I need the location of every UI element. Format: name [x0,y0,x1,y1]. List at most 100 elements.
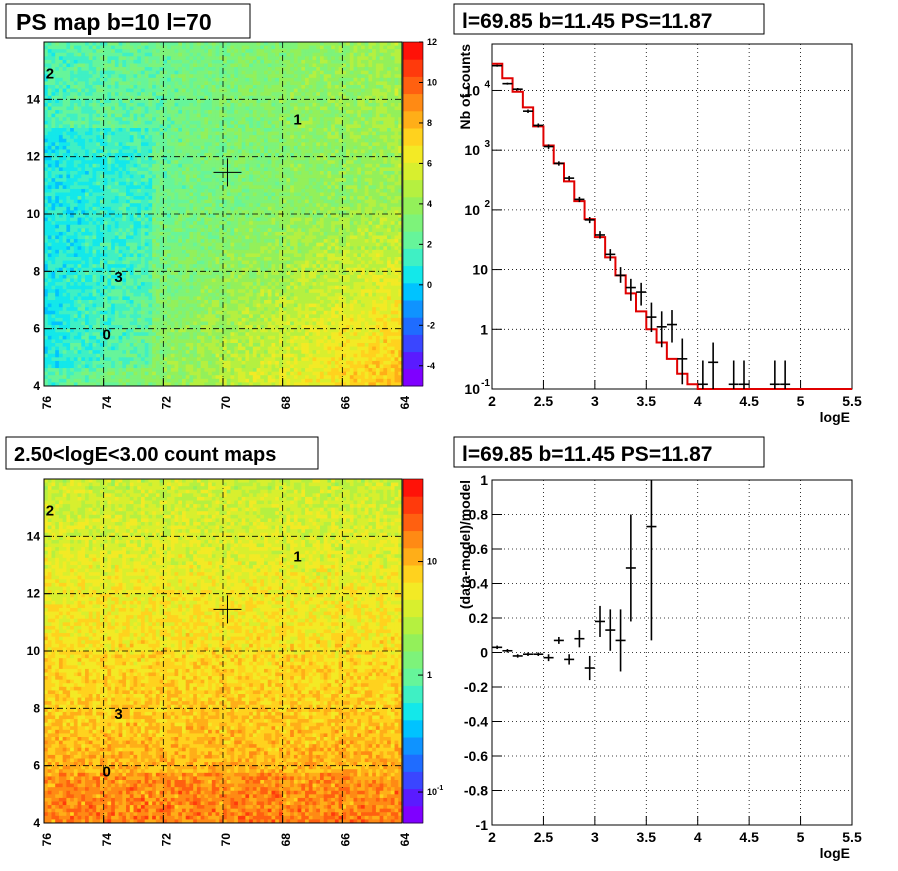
heatmap-cell [297,85,302,90]
heatmap-cell [234,167,239,172]
heatmap-cell [390,206,396,211]
heatmap-cell [92,52,97,57]
heatmap-cell [260,210,265,215]
heatmap-cell [305,95,310,100]
heatmap-cell [379,178,384,183]
heatmap-cell [47,99,52,104]
heatmap-cell [126,145,131,150]
heatmap-cell [81,214,86,219]
heatmap-cell [357,99,362,104]
heatmap-cell [305,167,310,172]
heatmap-cell [241,49,246,54]
heatmap-cell [252,178,258,183]
heatmap-cell [282,196,287,201]
heatmap-cell [256,224,261,229]
heatmap-cell [379,113,384,118]
heatmap-cell [346,192,351,197]
heatmap-cell [349,135,355,140]
heatmap-cell [129,135,134,140]
heatmap-cell [353,88,358,93]
heatmap-cell [308,45,313,50]
heatmap-cell [241,156,246,161]
heatmap-cell [331,210,336,215]
heatmap-cell [357,49,362,54]
heatmap-cell [349,74,355,79]
heatmap-cell [73,174,79,179]
heatmap-cell [88,74,93,79]
heatmap-cell [297,174,302,179]
heatmap-cell [152,117,157,122]
heatmap-cell [196,77,202,82]
heatmap-cell [379,192,384,197]
heatmap-cell [390,163,396,168]
heatmap-cell [88,52,93,57]
heatmap-cell [357,85,362,90]
heatmap-cell [226,171,231,176]
heatmap-cell [349,88,355,93]
heatmap-cell [360,192,366,197]
heatmap-cell [62,131,67,136]
heatmap-cell [204,110,209,115]
heatmap-cell [226,77,231,82]
heatmap-cell [316,74,321,79]
heatmap-cell [114,160,120,165]
heatmap-cell [73,99,79,104]
heatmap-cell [133,138,138,143]
heatmap-cell [338,81,343,86]
heatmap-cell [305,145,310,150]
heatmap-cell [118,210,123,215]
heatmap-cell [122,167,127,172]
heatmap-cell [316,142,321,147]
heatmap-cell [62,49,67,54]
heatmap-cell [178,192,183,197]
heatmap-cell [189,56,194,61]
heatmap-cell [44,70,49,75]
heatmap-cell [323,214,328,219]
heatmap-cell [383,52,388,57]
heatmap-cell [55,85,60,90]
heatmap-cell [88,149,93,154]
heatmap-cell [368,42,373,47]
heatmap-cell [77,88,82,93]
heatmap-cell [148,203,153,208]
heatmap-cell [357,131,362,136]
heatmap-cell [342,102,347,107]
heatmap-cell [211,49,217,54]
heatmap-cell [237,45,243,50]
heatmap-cell [200,63,205,68]
heatmap-cell [398,102,403,107]
heatmap-cell [196,174,202,179]
heatmap-cell [353,52,358,57]
heatmap-cell [211,178,217,183]
heatmap-cell [282,206,287,211]
heatmap-cell [137,160,142,165]
heatmap-cell [81,113,86,118]
heatmap-cell [316,145,321,150]
heatmap-cell [96,124,101,129]
heatmap-cell [256,217,261,222]
heatmap-cell [122,181,127,186]
heatmap-cell [264,70,269,75]
heatmap-cell [73,106,79,111]
heatmap-cell [338,217,343,222]
heatmap-cell [260,221,265,226]
heatmap-cell [264,199,269,204]
heatmap-cell [118,117,123,122]
heatmap-cell [159,59,164,64]
heatmap-cell [323,124,328,129]
heatmap-cell [252,113,258,118]
heatmap-cell [319,171,325,176]
heatmap-cell [181,117,187,122]
heatmap-cell [327,52,332,57]
heatmap-cell [185,102,190,107]
heatmap-cell [47,106,52,111]
heatmap-cell [219,138,224,143]
heatmap-cell [81,56,86,61]
heatmap-cell [155,74,161,79]
heatmap-cell [260,160,265,165]
heatmap-cell [88,171,93,176]
heatmap-cell [256,206,261,211]
heatmap-cell [208,56,213,61]
heatmap-cell [215,181,220,186]
heatmap-cell [305,128,310,133]
